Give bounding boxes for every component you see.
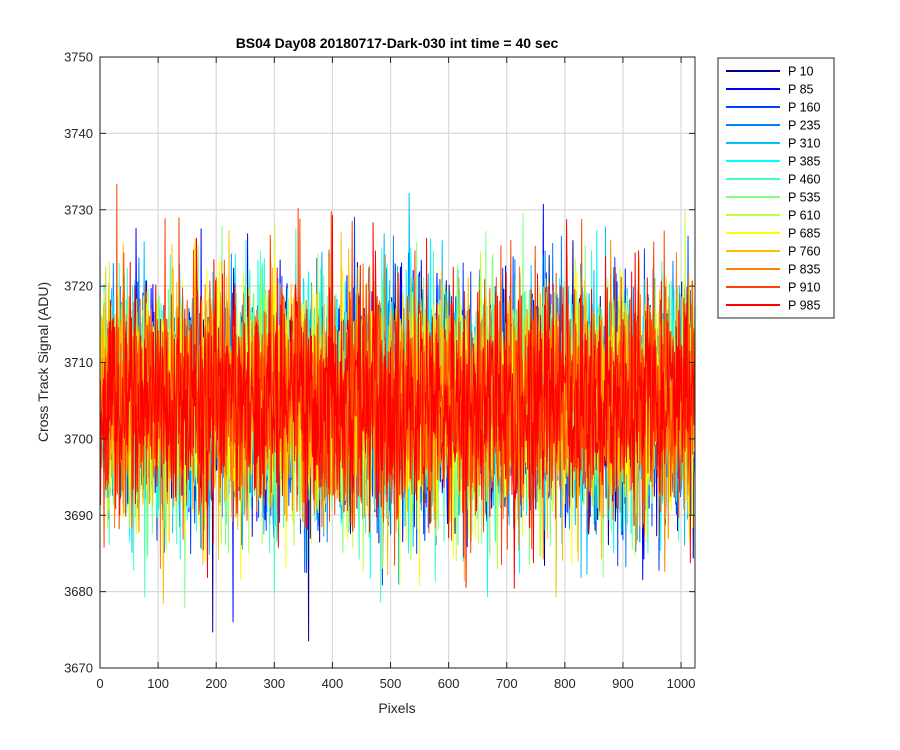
legend-entry: P 985 <box>726 299 820 313</box>
y-tick-label-3740: 3740 <box>64 126 93 141</box>
legend-entry: P 310 <box>726 137 820 151</box>
x-tick-label-0: 0 <box>96 676 103 691</box>
y-tick-label-3710: 3710 <box>64 355 93 370</box>
legend-label: P 985 <box>788 299 820 313</box>
legend-entry: P 910 <box>726 281 820 295</box>
y-tick-label-3680: 3680 <box>64 584 93 599</box>
legend-entry: P 685 <box>726 227 820 241</box>
legend-label: P 535 <box>788 191 820 205</box>
x-tick-label-1000: 1000 <box>667 676 696 691</box>
legend-entry: P 160 <box>726 101 820 115</box>
legend-label: P 610 <box>788 209 820 223</box>
x-tick-label-800: 800 <box>554 676 576 691</box>
legend-entry: P 85 <box>726 83 814 97</box>
x-tick-label-500: 500 <box>380 676 402 691</box>
legend-label: P 385 <box>788 155 820 169</box>
legend-entry: P 760 <box>726 245 820 259</box>
legend-label: P 85 <box>788 83 814 97</box>
legend: P 10 P 85 P 160 P 235 P 310 P 385 P 460 P 535 P … <box>717 57 835 319</box>
y-tick-label-3730: 3730 <box>64 202 93 217</box>
legend-entry: P 835 <box>726 263 820 277</box>
legend-box <box>717 57 835 319</box>
axis-ticks: 0 100 200 300 400 500 600 700 800 900 1000 3670 3680… <box>64 50 695 692</box>
legend-label: P 160 <box>788 101 820 115</box>
legend-label: P 310 <box>788 137 820 151</box>
series-layer <box>99 183 695 642</box>
x-tick-label-100: 100 <box>147 676 169 691</box>
x-axis-label: Pixels <box>378 700 415 716</box>
x-tick-label-300: 300 <box>263 676 285 691</box>
legend-label: P 760 <box>788 245 820 259</box>
x-tick-label-200: 200 <box>205 676 227 691</box>
legend-label: P 10 <box>788 65 814 79</box>
x-tick-label-400: 400 <box>322 676 344 691</box>
legend-label: P 910 <box>788 281 820 295</box>
x-tick-label-600: 600 <box>438 676 460 691</box>
legend-entry: P 535 <box>726 191 820 205</box>
legend-entry: P 235 <box>726 119 820 133</box>
x-tick-label-700: 700 <box>496 676 518 691</box>
legend-entry: P 10 <box>726 65 814 79</box>
y-tick-label-3690: 3690 <box>64 508 93 523</box>
chart-title: BS04 Day08 20180717-Dark-030 int time = … <box>236 35 559 51</box>
legend-entry: P 610 <box>726 209 820 223</box>
legend-label: P 685 <box>788 227 820 241</box>
y-tick-label-3700: 3700 <box>64 431 93 446</box>
legend-entry: P 460 <box>726 173 820 187</box>
y-tick-label-3750: 3750 <box>64 50 93 65</box>
legend-entry: P 385 <box>726 155 820 169</box>
series-line-p985 <box>99 215 695 589</box>
legend-label: P 835 <box>788 263 820 277</box>
y-tick-label-3720: 3720 <box>64 279 93 294</box>
legend-label: P 460 <box>788 173 820 187</box>
y-axis-label: Cross Track Signal (ADU) <box>35 282 51 442</box>
y-tick-label-3670: 3670 <box>64 661 93 676</box>
x-tick-label-900: 900 <box>612 676 634 691</box>
legend-label: P 235 <box>788 119 820 133</box>
